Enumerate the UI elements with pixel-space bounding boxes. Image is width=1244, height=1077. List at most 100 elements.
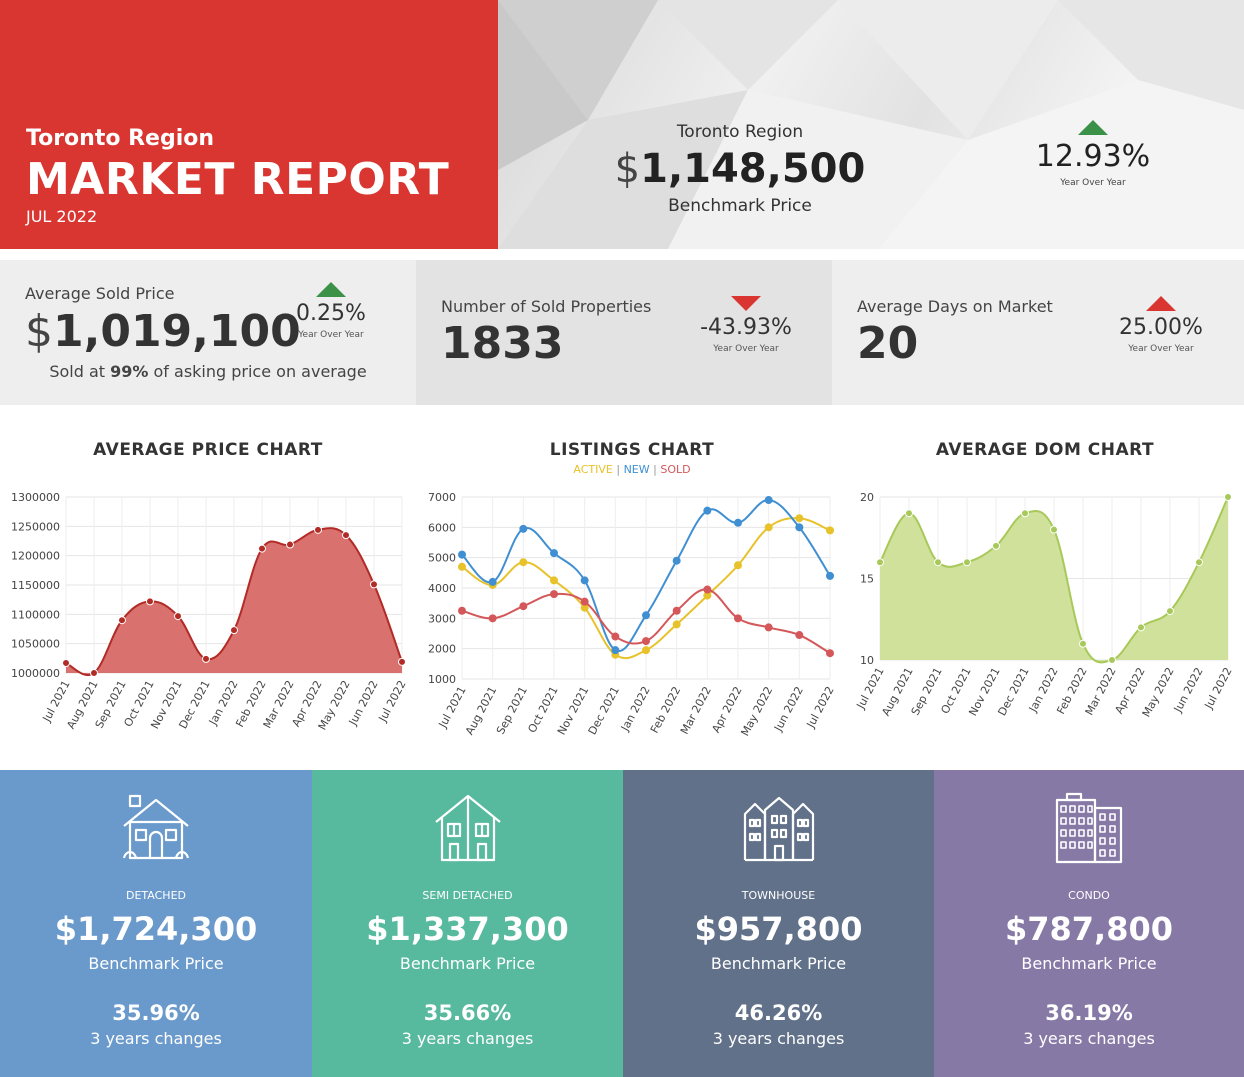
data-point	[1079, 639, 1087, 648]
data-point	[734, 561, 742, 570]
card-condo: CONDO $787,800 Benchmark Price 36.19% 3 …	[934, 770, 1244, 1077]
stat-label: Average Days on Market	[857, 297, 1053, 316]
benchmark-label: Toronto Region	[676, 122, 804, 142]
stat-value: 20	[857, 318, 919, 369]
stat-yoy: -43.93% Year Over Year	[686, 296, 806, 354]
house-icon	[122, 794, 190, 860]
avg-price-chart-title: AVERAGE PRICE CHART	[93, 440, 323, 460]
stat-yoy: 25.00% Year Over Year	[1101, 296, 1221, 354]
benchmark-yoy-caption: Year Over Year	[1060, 178, 1126, 188]
y-tick-label: 1100000	[11, 608, 60, 621]
data-point	[519, 524, 528, 533]
data-point	[734, 614, 742, 623]
data-point	[118, 616, 126, 625]
data-point	[1021, 509, 1029, 518]
property-change: 36.19%	[1045, 1001, 1133, 1025]
property-price: $787,800	[1004, 910, 1173, 948]
property-price-label: Benchmark Price	[710, 954, 847, 973]
stat-value: 1833	[441, 318, 564, 369]
data-point	[611, 632, 620, 641]
data-point	[202, 654, 210, 663]
y-tick-label: 3000	[428, 612, 456, 625]
data-point	[876, 558, 884, 567]
legend-active: ACTIVE	[573, 463, 613, 476]
condo-building-icon	[1055, 792, 1123, 864]
property-change: 35.66%	[423, 1001, 512, 1025]
data-point	[1137, 623, 1145, 632]
currency-symbol: $	[25, 306, 53, 357]
townhouse-icon	[743, 796, 814, 862]
listings-legend: ACTIVE | NEW | SOLD	[416, 463, 848, 476]
stat-value: $1,019,100	[25, 306, 301, 357]
property-price-label: Benchmark Price	[1021, 954, 1157, 973]
y-tick-label: 10	[860, 654, 874, 667]
data-point	[580, 576, 589, 585]
note-percent: 99%	[110, 362, 149, 381]
x-tick-label: Jul 2021	[854, 665, 887, 712]
report-date: JUL 2022	[26, 207, 98, 226]
card-townhouse: TOWNHOUSE $957,800 Benchmark Price 46.26…	[623, 770, 934, 1077]
x-tick-label: May 2022	[738, 684, 775, 738]
property-price: $1,724,300	[54, 910, 258, 948]
stat-yoy-caption: Year Over Year	[1128, 344, 1194, 354]
data-point	[1166, 607, 1174, 616]
stat-label: Average Sold Price	[25, 284, 175, 303]
data-point	[1050, 525, 1058, 534]
x-tick-label: Jul 2021	[436, 684, 469, 731]
y-tick-label: 6000	[428, 521, 456, 534]
semi-detached-icon	[434, 794, 501, 862]
y-tick-label: 15	[860, 573, 874, 586]
data-point	[703, 591, 712, 600]
stat-yoy: 0.25% Year Over Year	[271, 282, 391, 340]
x-tick-label: Apr 2022	[709, 684, 744, 735]
benchmark-subtitle: Benchmark Price	[668, 196, 812, 216]
data-point	[1195, 558, 1203, 567]
data-point	[519, 558, 528, 567]
y-tick-label: 1050000	[11, 638, 60, 651]
avg-price-value: 1,019,100	[53, 306, 301, 357]
data-point	[672, 620, 681, 629]
property-price: $957,800	[694, 910, 863, 948]
data-point	[286, 540, 294, 549]
data-point	[90, 669, 98, 677]
y-tick-label: 5000	[428, 552, 456, 565]
data-point	[458, 550, 466, 559]
data-point	[934, 558, 942, 567]
property-change-label: 3 years changes	[712, 1029, 845, 1048]
data-point	[795, 514, 804, 523]
data-point	[258, 544, 266, 553]
y-tick-label: 1000	[428, 673, 456, 686]
dom-chart-title: AVERAGE DOM CHART	[935, 440, 1155, 460]
property-price-label: Benchmark Price	[399, 954, 536, 973]
header-banner: Toronto Region MARKET REPORT JUL 2022	[0, 0, 498, 249]
x-tick-label: Dec 2021	[586, 684, 622, 737]
stat-yoy-caption: Year Over Year	[713, 344, 779, 354]
data-point	[703, 585, 712, 594]
property-type: CONDO	[1068, 889, 1110, 902]
data-point	[519, 602, 528, 611]
x-tick-label: Jul 2022	[804, 684, 837, 731]
stat-yoy-value: -43.93%	[700, 315, 792, 340]
data-point	[642, 611, 650, 620]
currency-symbol: $	[614, 146, 641, 192]
report-title: MARKET REPORT	[26, 154, 450, 205]
x-tick-label: Jul 2022	[376, 678, 409, 725]
x-tick-label: Jun 2022	[771, 684, 806, 734]
data-point	[1224, 493, 1232, 501]
data-point	[1108, 656, 1116, 664]
note-prefix: Sold at	[49, 362, 111, 381]
property-change-label: 3 years changes	[401, 1029, 534, 1048]
y-tick-label: 1250000	[11, 520, 60, 533]
property-change-label: 3 years changes	[1023, 1029, 1155, 1048]
data-point	[642, 637, 650, 646]
series-area	[880, 497, 1228, 663]
y-tick-label: 20	[860, 491, 874, 504]
arrow-down-icon	[731, 296, 761, 311]
data-point	[550, 590, 558, 599]
data-point	[488, 577, 497, 586]
x-tick-label: Feb 2022	[648, 684, 683, 735]
arrow-up-icon	[1146, 296, 1176, 311]
x-tick-label: Jun 2022	[1171, 665, 1206, 715]
benchmark-panel: Toronto Region $1,148,500 Benchmark Pric…	[498, 0, 1244, 249]
